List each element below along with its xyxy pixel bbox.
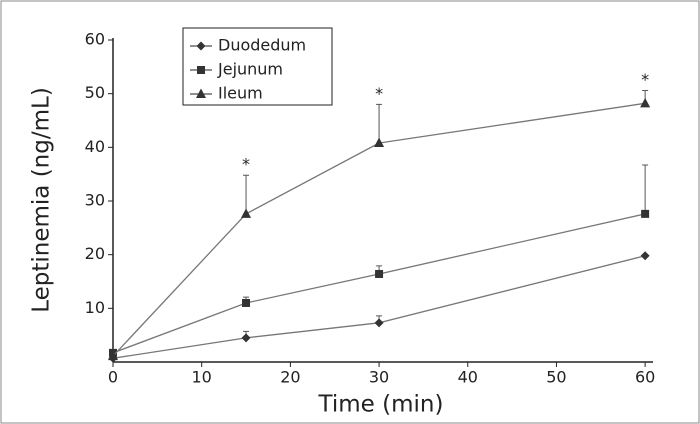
error-bar (642, 164, 649, 214)
x-axis-title: Time (min) (318, 392, 444, 418)
y-tick-label: 10 (85, 298, 105, 317)
legend-label: Ileum (218, 84, 263, 103)
y-tick-label: 40 (85, 137, 105, 156)
y-axis-title: Leptinemia (ng/mL) (29, 87, 55, 313)
data-point (242, 298, 251, 307)
legend-marker (196, 41, 206, 51)
data-point (108, 350, 118, 361)
annotation: * (375, 84, 383, 103)
error-bar (376, 103, 383, 144)
legend-box (182, 27, 333, 106)
y-tick-label: 50 (85, 83, 105, 102)
annotation: * (641, 70, 649, 89)
legend-label: Jejunum (217, 60, 283, 79)
legend-marker (197, 66, 205, 74)
x-tick-label: 40 (458, 368, 478, 387)
y-tick-label: 60 (85, 30, 105, 49)
series-line (112, 102, 646, 357)
x-tick-label: 10 (192, 368, 212, 387)
x-tick-label: 60 (635, 368, 655, 387)
error-bar (243, 174, 250, 214)
series-line (112, 213, 646, 354)
y-tick-label: 20 (85, 244, 105, 263)
y-tick-label: 30 (85, 191, 105, 210)
data-point (241, 333, 251, 343)
legend-label: Duodedum (218, 36, 306, 55)
data-point (375, 269, 384, 278)
data-point (641, 209, 650, 218)
data-point (374, 137, 385, 148)
legend-marker (196, 88, 206, 98)
x-tick-label: 0 (108, 368, 118, 387)
data-point (640, 251, 650, 261)
annotation: * (242, 155, 250, 174)
x-tick-label: 50 (546, 368, 566, 387)
data-point (640, 97, 651, 108)
data-point (241, 208, 252, 218)
x-tick-label: 20 (280, 368, 300, 387)
series-line (112, 255, 646, 359)
x-tick-label: 30 (369, 368, 389, 387)
data-point (374, 318, 384, 328)
